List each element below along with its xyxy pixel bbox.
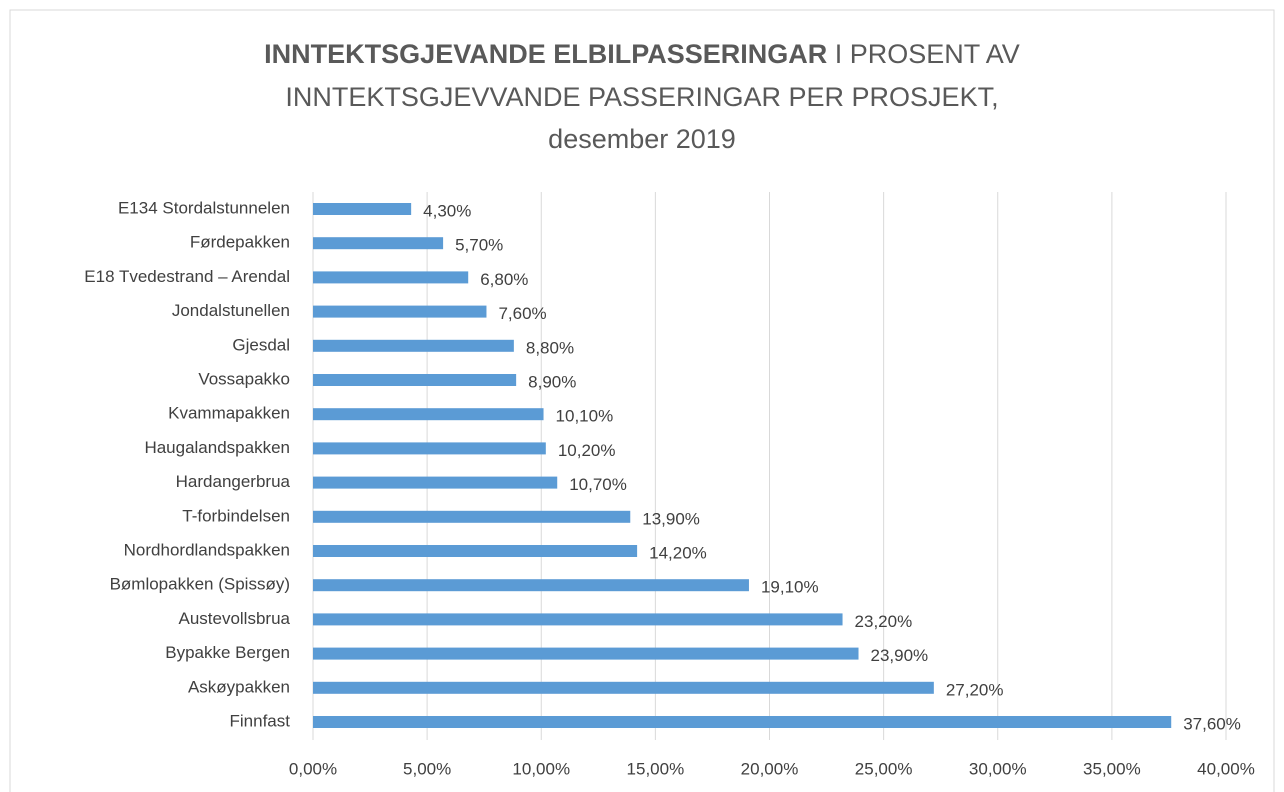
bar bbox=[313, 203, 412, 215]
x-tick-label: 15,00% bbox=[627, 759, 685, 778]
bar bbox=[313, 545, 638, 557]
data-label: 10,70% bbox=[569, 475, 627, 494]
y-tick-label: Haugalandspakken bbox=[144, 438, 290, 457]
y-tick-label: Gjesdal bbox=[232, 335, 290, 354]
data-label: 10,10% bbox=[556, 407, 614, 426]
bar bbox=[313, 647, 859, 660]
y-tick-label: Bypakke Bergen bbox=[165, 643, 290, 662]
y-tick-label: Vossapakko bbox=[198, 369, 290, 388]
data-label: 27,20% bbox=[946, 680, 1004, 699]
x-tick-label: 5,00% bbox=[403, 759, 451, 778]
y-tick-label: E134 Stordalstunnelen bbox=[118, 198, 290, 217]
y-tick-label: Finnfast bbox=[230, 711, 291, 730]
bar bbox=[313, 339, 514, 352]
x-tick-label: 0,00% bbox=[289, 759, 337, 778]
data-label: 19,10% bbox=[761, 578, 819, 597]
chart-frame bbox=[9, 9, 1275, 792]
bar bbox=[313, 374, 517, 386]
y-tick-label: Førdepakken bbox=[190, 233, 290, 252]
bar bbox=[313, 716, 1172, 728]
y-tick-label: Hardangerbrua bbox=[176, 472, 291, 491]
data-label: 8,80% bbox=[526, 338, 574, 357]
bar bbox=[313, 613, 843, 626]
chart-title-line: INNTEKTSGJEVVANDE PASSERINGAR PER PROSJE… bbox=[285, 82, 998, 112]
bar bbox=[313, 271, 469, 284]
bar bbox=[313, 237, 444, 250]
title-part: I PROSENT AV bbox=[835, 39, 1020, 69]
data-label: 23,90% bbox=[871, 646, 929, 665]
data-label: 14,20% bbox=[649, 543, 707, 562]
data-label: 13,90% bbox=[642, 509, 700, 528]
y-tick-label: E18 Tvedestrand – Arendal bbox=[84, 267, 290, 286]
chart-title: INNTEKTSGJEVANDE ELBILPASSERINGAR I PROS… bbox=[264, 39, 1020, 69]
bar bbox=[313, 579, 749, 592]
y-tick-label: Nordhordlandspakken bbox=[124, 540, 290, 559]
y-tick-label: Bømlopakken (Spissøy) bbox=[110, 575, 290, 594]
x-tick-label: 35,00% bbox=[1083, 759, 1141, 778]
x-tick-label: 30,00% bbox=[969, 759, 1027, 778]
chart-subtitle: desember 2019 bbox=[548, 124, 736, 154]
data-label: 5,70% bbox=[455, 236, 503, 255]
bar bbox=[313, 408, 544, 421]
data-label: 4,30% bbox=[423, 201, 471, 220]
title-bold: INNTEKTSGJEVANDE ELBILPASSERINGAR bbox=[264, 39, 827, 69]
x-tick-label: 20,00% bbox=[741, 759, 799, 778]
y-tick-label: Kvammapakken bbox=[168, 404, 290, 423]
bar bbox=[313, 442, 546, 455]
data-label: 7,60% bbox=[498, 304, 546, 323]
data-label: 6,80% bbox=[480, 270, 528, 289]
y-tick-label: Askøypakken bbox=[188, 677, 290, 696]
data-label: 23,20% bbox=[855, 612, 913, 631]
data-label: 10,20% bbox=[558, 441, 616, 460]
x-tick-label: 40,00% bbox=[1197, 759, 1255, 778]
data-label: 37,60% bbox=[1183, 714, 1241, 733]
y-tick-label: Jondalstunellen bbox=[172, 301, 290, 320]
bar bbox=[313, 510, 631, 523]
y-tick-label: T-forbindelsen bbox=[182, 506, 290, 525]
x-tick-label: 10,00% bbox=[512, 759, 570, 778]
y-tick-label: Austevollsbrua bbox=[178, 609, 290, 628]
data-label: 8,90% bbox=[528, 372, 576, 391]
bar bbox=[313, 681, 934, 694]
x-tick-label: 25,00% bbox=[855, 759, 913, 778]
bar bbox=[313, 305, 487, 318]
bar bbox=[313, 476, 558, 489]
